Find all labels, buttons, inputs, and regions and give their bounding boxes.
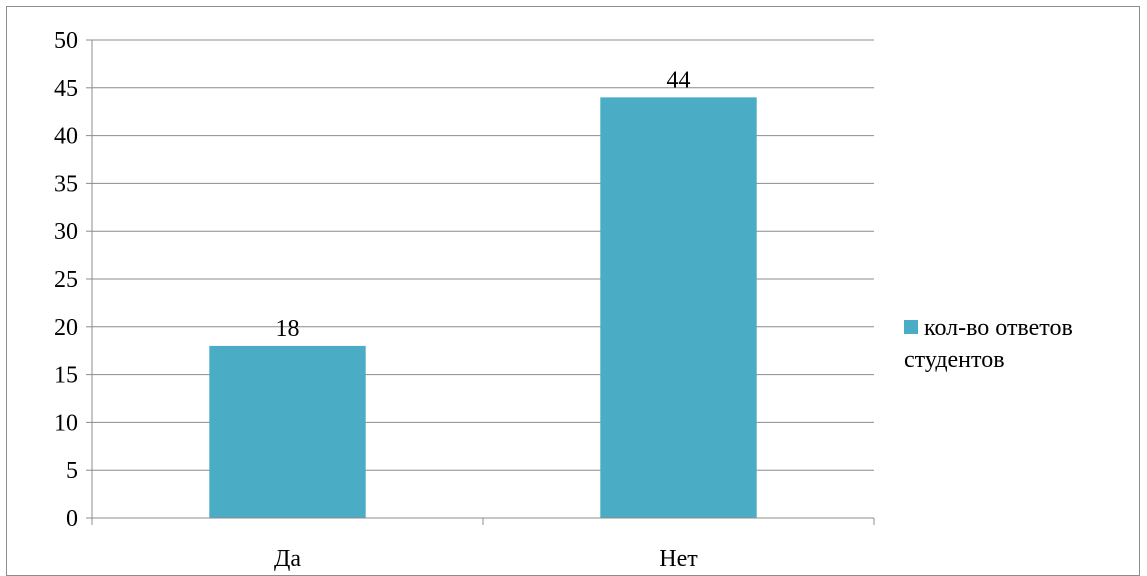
labels: 0 5 10 15 20 25 30 35 40 45 50 18 Да 44 Нет [54, 28, 698, 571]
bar-net [600, 97, 757, 519]
y-tick-label: 35 [54, 171, 78, 197]
legend-label: кол-во ответов студентов [904, 315, 1073, 373]
x-category-label: Нет [659, 546, 698, 571]
chart-frame [6, 6, 1140, 576]
y-tick-label: 15 [54, 363, 78, 389]
x-category-label: Да [274, 546, 301, 571]
y-tick-label: 30 [54, 219, 78, 245]
y-tick-label: 20 [54, 315, 78, 341]
bars [209, 97, 757, 519]
legend: кол-во ответов студентов [904, 312, 1124, 376]
y-tick-label: 0 [66, 506, 78, 532]
y-tick-label: 10 [54, 410, 78, 436]
y-tick-label: 50 [54, 28, 78, 54]
axes [86, 39, 875, 525]
y-tick-label: 40 [54, 124, 78, 150]
data-label: 44 [667, 67, 691, 93]
legend-swatch [904, 320, 918, 334]
y-tick-label: 45 [54, 76, 78, 102]
y-tick-label: 25 [54, 267, 78, 293]
y-tick-label: 5 [66, 458, 78, 484]
data-label: 18 [276, 316, 300, 342]
bar-da [209, 345, 366, 518]
